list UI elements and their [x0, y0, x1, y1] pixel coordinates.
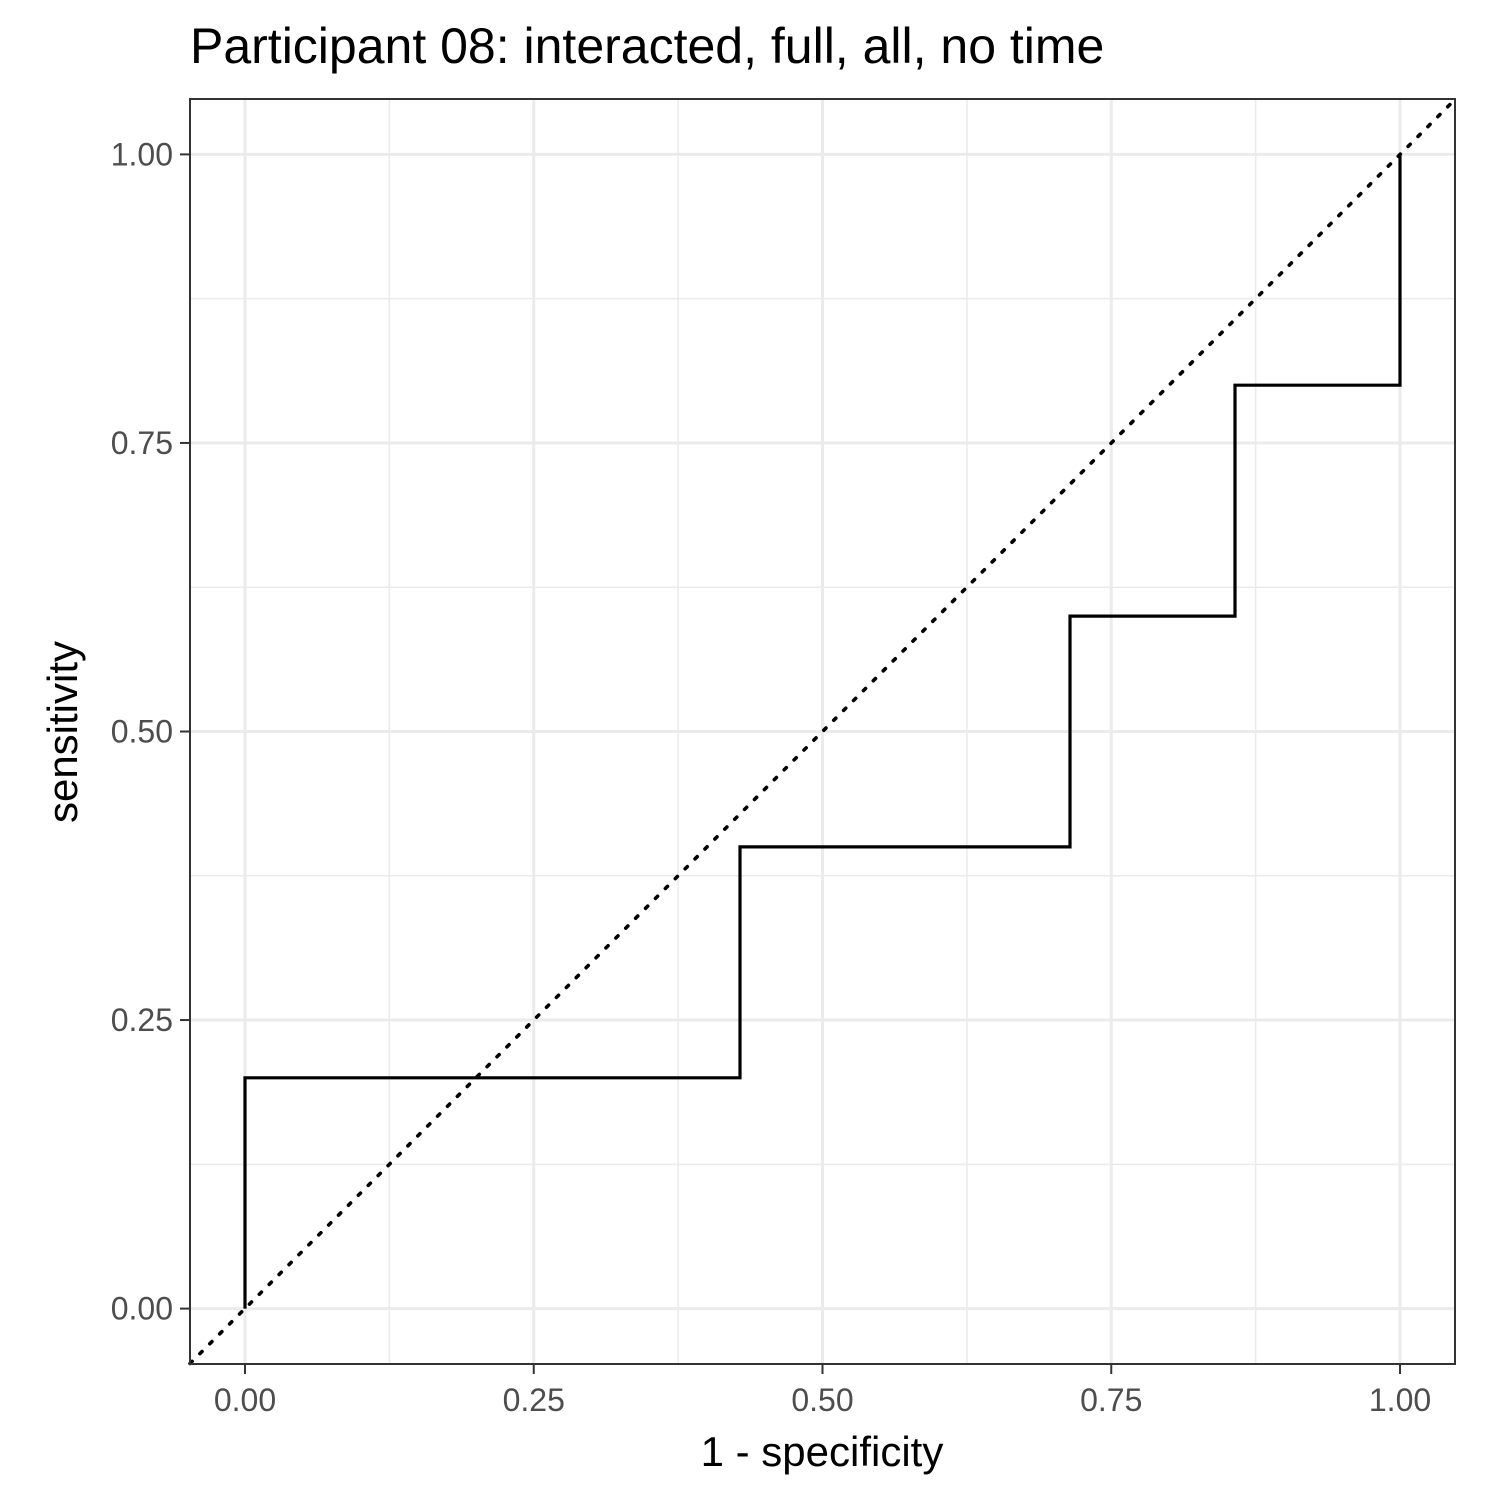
y-tick-label: 0.50 [111, 714, 173, 750]
y-axis: 0.00 0.25 0.50 0.75 1.00 [111, 136, 190, 1327]
x-axis: 0.00 0.25 0.50 0.75 1.00 [214, 1364, 1431, 1418]
roc-step-line [243, 154, 1402, 1309]
x-tick-label: 0.50 [791, 1382, 853, 1418]
y-tick-label: 0.25 [111, 1002, 173, 1038]
reference-diagonal-line [188, 97, 1457, 1366]
x-tick-label: 0.00 [214, 1382, 276, 1418]
y-tick-label: 0.00 [111, 1291, 173, 1327]
y-tick-label: 1.00 [111, 136, 173, 172]
x-tick-label: 0.25 [503, 1382, 565, 1418]
x-tick-label: 1.00 [1369, 1382, 1431, 1418]
y-tick-label: 0.75 [111, 425, 173, 461]
chart-title: Participant 08: interacted, full, all, n… [190, 18, 1104, 74]
x-axis-label: 1 - specificity [701, 1428, 944, 1475]
y-axis-label: sensitivity [39, 641, 86, 823]
grid-major [190, 99, 1455, 1364]
series-layer [188, 97, 1457, 1366]
x-tick-label: 0.75 [1080, 1382, 1142, 1418]
